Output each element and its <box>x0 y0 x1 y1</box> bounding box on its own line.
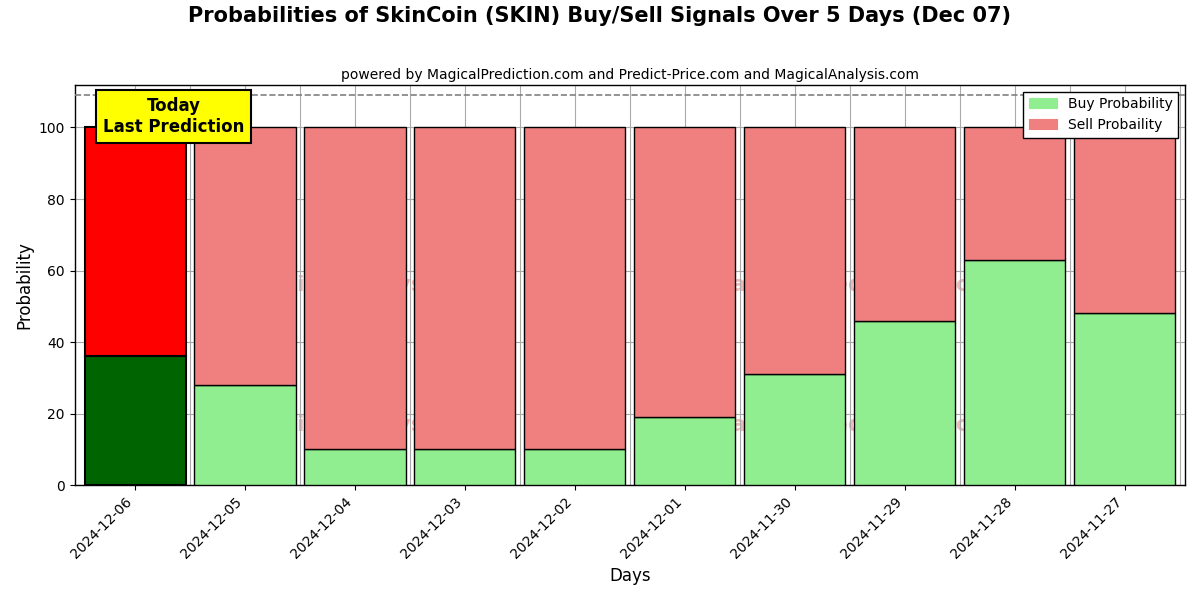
X-axis label: Days: Days <box>610 567 650 585</box>
Text: Probabilities of SkinCoin (SKIN) Buy/Sell Signals Over 5 Days (Dec 07): Probabilities of SkinCoin (SKIN) Buy/Sel… <box>188 6 1012 26</box>
Text: MagicalAnalysis.com: MagicalAnalysis.com <box>244 415 505 435</box>
Bar <box>854 320 955 485</box>
Bar <box>524 127 625 449</box>
Text: MagicalPrediction.com: MagicalPrediction.com <box>709 415 995 435</box>
Bar <box>964 260 1066 485</box>
Bar <box>524 449 625 485</box>
Bar <box>744 374 845 485</box>
Text: MagicalAnalysis.com: MagicalAnalysis.com <box>244 275 505 295</box>
Title: powered by MagicalPrediction.com and Predict-Price.com and MagicalAnalysis.com: powered by MagicalPrediction.com and Pre… <box>341 68 919 82</box>
Bar <box>1074 127 1175 313</box>
Legend: Buy Probability, Sell Probaility: Buy Probability, Sell Probaility <box>1024 92 1178 137</box>
Bar <box>194 385 295 485</box>
Y-axis label: Probability: Probability <box>16 241 34 329</box>
Bar <box>744 127 845 374</box>
Bar <box>854 127 955 320</box>
Text: MagicalPrediction.com: MagicalPrediction.com <box>709 275 995 295</box>
Bar <box>964 127 1066 260</box>
Bar <box>305 127 406 449</box>
Bar <box>635 417 736 485</box>
Bar <box>1074 313 1175 485</box>
Bar <box>84 127 186 356</box>
Text: Today
Last Prediction: Today Last Prediction <box>103 97 245 136</box>
Bar <box>414 127 516 449</box>
Bar <box>635 127 736 417</box>
Bar <box>194 127 295 385</box>
Bar <box>305 449 406 485</box>
Bar <box>84 356 186 485</box>
Bar <box>414 449 516 485</box>
